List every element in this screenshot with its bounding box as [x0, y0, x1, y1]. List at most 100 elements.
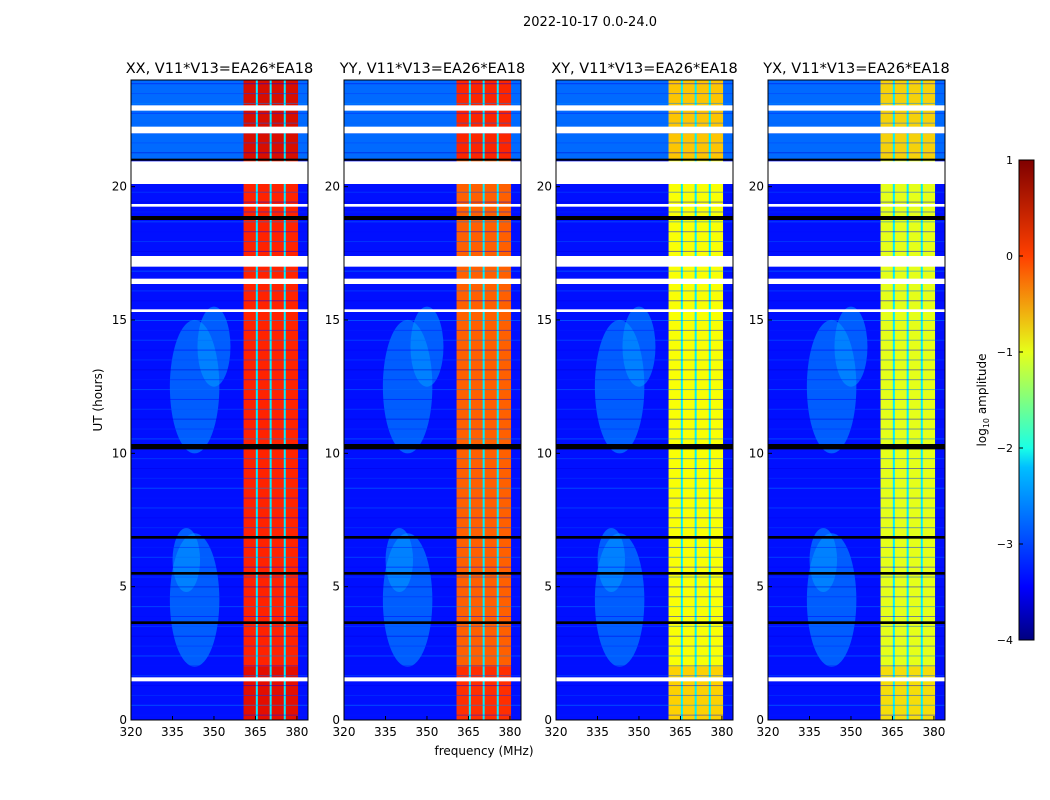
dark-row — [344, 621, 521, 624]
y-tick-label: 5 — [756, 580, 764, 594]
noise-stripe — [131, 201, 308, 203]
noise-stripe — [556, 329, 733, 331]
noise-stripe — [344, 329, 521, 331]
dark-row — [768, 536, 945, 539]
noise-stripe — [344, 665, 521, 667]
noise-stripe — [768, 408, 945, 410]
heatmap-feature — [834, 306, 868, 387]
y-tick-label: 20 — [537, 180, 552, 194]
y-tick-label: 5 — [119, 580, 127, 594]
flagged-row — [131, 256, 308, 267]
noise-stripe — [131, 517, 308, 519]
axes-frame — [555, 79, 734, 721]
axes-frame — [767, 79, 946, 721]
noise-stripe — [556, 191, 733, 193]
noise-stripe — [131, 398, 308, 400]
noise-stripe — [344, 556, 521, 558]
noise-stripe — [131, 665, 308, 667]
x-tick-label: 350 — [203, 725, 226, 739]
y-tick-label: 15 — [749, 313, 764, 327]
flagged-row — [131, 278, 308, 284]
noise-stripe — [556, 497, 733, 499]
noise-stripe — [131, 685, 308, 687]
noise-stripe — [556, 566, 733, 568]
noise-stripe — [768, 122, 945, 124]
noise-stripe — [344, 714, 521, 716]
x-tick-label: 380 — [285, 725, 308, 739]
noise-stripe — [768, 290, 945, 292]
flagged-row — [344, 677, 521, 682]
dark-row — [344, 444, 521, 450]
y-tick-label: 0 — [544, 713, 552, 727]
y-tick-label: 15 — [112, 313, 127, 327]
noise-stripe — [768, 83, 945, 85]
noise-stripe — [556, 428, 733, 430]
noise-stripe — [768, 635, 945, 637]
subband-edge — [892, 80, 895, 720]
noise-stripe — [768, 487, 945, 489]
flagged-row — [344, 204, 521, 207]
noise-stripe — [768, 349, 945, 351]
noise-stripe — [768, 428, 945, 430]
noise-stripe — [131, 645, 308, 647]
noise-stripe — [768, 211, 945, 213]
noise-stripe — [344, 398, 521, 400]
dark-row — [768, 158, 945, 161]
noise-stripe — [344, 152, 521, 154]
heatmap-feature — [385, 527, 414, 593]
axes-frame — [343, 79, 522, 721]
flagged-row — [556, 105, 733, 111]
noise-stripe — [131, 527, 308, 529]
noise-stripe — [768, 398, 945, 400]
flagged-row — [344, 105, 521, 111]
noise-stripe — [131, 231, 308, 233]
noise-stripe — [344, 576, 521, 578]
noise-stripe — [131, 241, 308, 243]
noise-stripe — [344, 438, 521, 440]
flagged-row — [556, 677, 733, 682]
noise-stripe — [344, 379, 521, 381]
noise-stripe — [344, 596, 521, 598]
noise-stripe — [768, 665, 945, 667]
noise-stripe — [556, 487, 733, 489]
noise-stripe — [556, 556, 733, 558]
noise-stripe — [344, 586, 521, 588]
flagged-row — [344, 161, 521, 184]
noise-stripe — [556, 241, 733, 243]
noise-stripe — [131, 339, 308, 341]
axes-frame — [130, 79, 309, 721]
dark-row — [556, 444, 733, 450]
noise-stripe — [556, 408, 733, 410]
subband-edge — [680, 80, 683, 720]
noise-stripe — [131, 408, 308, 410]
noise-stripe — [556, 458, 733, 460]
panel-0: XX, V11*V13=EA26*EA18 320 335 350 365 380 0 5 10… — [112, 61, 314, 739]
y-tick-label: 10 — [325, 446, 340, 460]
noise-stripe — [768, 191, 945, 193]
noise-stripe — [768, 250, 945, 252]
dark-row — [556, 158, 733, 161]
flagged-row — [131, 677, 308, 682]
noise-stripe — [556, 477, 733, 479]
dark-row — [131, 621, 308, 624]
colorbar-tick-label: −3 — [997, 538, 1013, 551]
noise-stripe — [768, 300, 945, 302]
y-tick-label: 5 — [544, 580, 552, 594]
x-tick-label: 380 — [922, 725, 945, 739]
colorbar-tick-label: −1 — [997, 346, 1013, 359]
noise-stripe — [556, 93, 733, 95]
noise-stripe — [768, 675, 945, 677]
flagged-row — [556, 126, 733, 134]
flagged-row — [556, 161, 733, 184]
dark-row — [556, 216, 733, 220]
noise-stripe — [556, 665, 733, 667]
noise-stripe — [344, 477, 521, 479]
noise-stripe — [768, 655, 945, 657]
flagged-row — [768, 126, 945, 134]
x-tick-label: 320 — [120, 725, 143, 739]
noise-stripe — [768, 379, 945, 381]
dark-row — [768, 216, 945, 220]
noise-stripe — [344, 675, 521, 677]
noise-stripe — [768, 339, 945, 341]
